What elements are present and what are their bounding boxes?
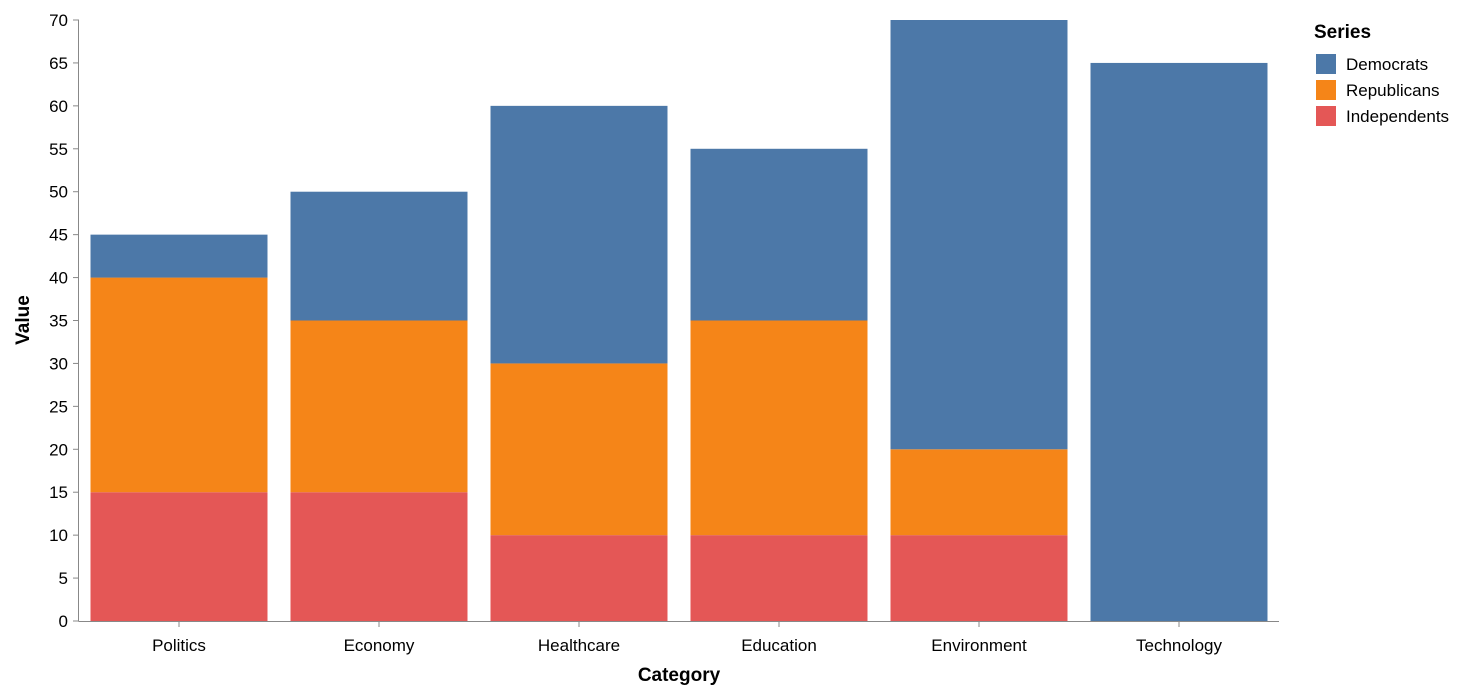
y-tick-label: 40 [49, 269, 68, 288]
bar-education-republicans [690, 320, 868, 536]
y-tick-label: 25 [49, 397, 68, 416]
legend-swatch-democrats [1316, 54, 1336, 74]
x-axis: Politics Economy Healthcare Education Enviro… [78, 621, 1279, 655]
y-tick-label: 10 [49, 526, 68, 545]
y-tick-label: 20 [49, 440, 68, 459]
y-tick-label: 65 [49, 54, 68, 73]
bar-politics-republicans [90, 277, 268, 493]
bar-economy-republicans [290, 320, 468, 493]
legend-label-independents: Independents [1346, 107, 1449, 126]
bar-education-democrats [690, 148, 868, 321]
bar-economy-democrats [290, 191, 468, 321]
x-tick-label: Healthcare [538, 636, 620, 655]
bar-environment-democrats [890, 20, 1068, 450]
bar-environment-independents [890, 535, 1068, 621]
bar-technology-democrats [1090, 62, 1268, 622]
bar-politics-independents [90, 492, 268, 621]
bar-healthcare-republicans [490, 363, 668, 536]
legend-swatch-independents [1316, 106, 1336, 126]
x-tick-label: Politics [152, 636, 206, 655]
legend-swatch-republicans [1316, 80, 1336, 100]
y-axis-title: Value [13, 295, 34, 345]
y-tick-label: 0 [59, 612, 68, 631]
y-axis: 0 5 10 15 20 25 30 35 40 45 50 55 60 65 70 [49, 11, 79, 631]
bar-politics-democrats [90, 234, 268, 278]
x-axis-title: Category [638, 665, 721, 686]
y-tick-label: 60 [49, 97, 68, 116]
bar-healthcare-democrats [490, 105, 668, 364]
legend-title: Series [1314, 22, 1371, 43]
y-tick-label: 5 [59, 569, 68, 588]
y-tick-label: 35 [49, 312, 68, 331]
y-tick-label: 70 [49, 11, 68, 30]
x-tick-label: Education [741, 636, 817, 655]
x-tick-label: Technology [1136, 636, 1223, 655]
y-tick-label: 45 [49, 226, 68, 245]
legend: Series Democrats Republicans Independents [1314, 22, 1449, 126]
x-tick-label: Economy [344, 636, 415, 655]
y-tick-label: 50 [49, 183, 68, 202]
bar-education-independents [690, 535, 868, 621]
y-tick-label: 15 [49, 483, 68, 502]
y-tick-label: 30 [49, 354, 68, 373]
legend-label-republicans: Republicans [1346, 81, 1440, 100]
bar-healthcare-independents [490, 535, 668, 621]
bars-layer [90, 20, 1268, 622]
bar-environment-republicans [890, 449, 1068, 536]
bar-economy-independents [290, 492, 468, 621]
x-tick-label: Environment [931, 636, 1027, 655]
y-tick-label: 55 [49, 140, 68, 159]
legend-label-democrats: Democrats [1346, 55, 1428, 74]
